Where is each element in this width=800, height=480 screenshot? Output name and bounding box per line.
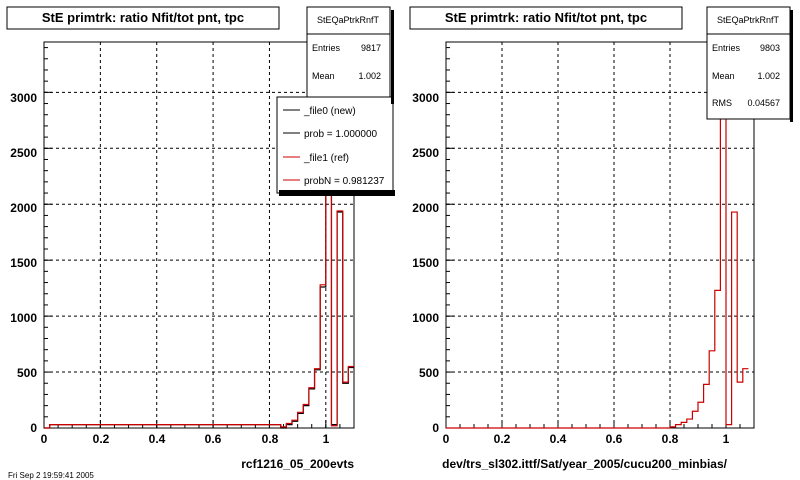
left-xtick-label: 1: [323, 432, 330, 446]
legend-label: prob = 1.000000: [304, 129, 378, 140]
left-xtick-label: 0.2: [93, 432, 110, 446]
right-stats-shadow: [790, 10, 793, 122]
left-stats-name: StEQaPtrkRnfT: [317, 15, 380, 25]
right-stats-mean-label: Mean: [712, 71, 735, 81]
left-ytick-label: 500: [17, 366, 37, 380]
right-xtick-label: 0.6: [606, 432, 623, 446]
right-xtick-label: 0.4: [550, 432, 567, 446]
right-stats-name: StEQaPtrkRnfT: [717, 15, 780, 25]
right-xtick-label: 0.8: [662, 432, 679, 446]
right-stats-entries-label: Entries: [712, 43, 741, 53]
left-ytick-label: 3000: [10, 91, 37, 105]
right-xtick-label: 1: [723, 432, 730, 446]
left-xtick-label: 0: [41, 432, 48, 446]
right-xtick-label: 0.2: [494, 432, 511, 446]
right-ytick-label: 1500: [412, 256, 439, 270]
right-stats-mean-value: 1.002: [757, 71, 780, 81]
left-legend-box: [276, 96, 394, 194]
left-legend-entry: _file0 (new): [283, 106, 356, 117]
left-stats-entries-value: 9817: [361, 43, 381, 53]
right-series-0-histogram: [446, 63, 749, 429]
left-legend-shadow: [279, 190, 395, 196]
right-ytick-label: 0: [432, 421, 439, 435]
left-series-1-histogram: [44, 62, 354, 429]
right-tick-marks: [445, 47, 755, 429]
left-series-group: [44, 62, 354, 429]
left-title-box: [6, 6, 280, 30]
left-ytick-label: 2500: [10, 146, 37, 160]
left-pad: 0 500 1000 1500 2000 2500 3000 0 0.2 0.4…: [6, 6, 395, 471]
left-stats-shadow: [391, 10, 394, 104]
left-legend-entry: prob = 1.000000: [283, 129, 378, 140]
left-ytick-label: 1500: [10, 256, 37, 270]
legend-label: _file0 (new): [303, 106, 356, 117]
right-ytick-label: 2500: [412, 146, 439, 160]
left-xaxis-label: rcf1216_05_200evts: [241, 457, 354, 471]
left-stats-box: [306, 6, 391, 102]
left-xtick-label: 0.4: [149, 432, 166, 446]
legend-label: probN = 0.981237: [304, 176, 385, 187]
left-stats-entries-label: Entries: [312, 43, 341, 53]
right-chart-title: StE primtrk: ratio Nfit/tot pnt, tpc: [445, 10, 647, 25]
right-stats-rms-value: 0.04567: [747, 98, 780, 108]
right-stats-entries-value: 9803: [760, 43, 780, 53]
left-ytick-label: 2000: [10, 201, 37, 215]
right-title-box: [409, 6, 683, 30]
left-ytick-label: 1000: [10, 311, 37, 325]
right-ytick-label: 3000: [412, 91, 439, 105]
legend-label: _file1 (ref): [303, 153, 349, 164]
right-ytick-label: 1000: [412, 311, 439, 325]
right-stats-box: [706, 6, 791, 120]
left-chart-title: StE primtrk: ratio Nfit/tot pnt, tpc: [42, 10, 244, 25]
right-pad: 0 500 1000 1500 2000 2500 3000 0 0.2 0.4…: [409, 6, 793, 471]
right-ytick-label: 500: [419, 366, 439, 380]
right-stats-rms-label: RMS: [712, 98, 732, 108]
right-ytick-label: 2000: [412, 201, 439, 215]
left-stats-mean-label: Mean: [312, 71, 335, 81]
right-xtick-label: 0: [443, 432, 450, 446]
left-legend-entry: _file1 (ref): [283, 153, 349, 164]
left-xtick-label: 0.6: [205, 432, 222, 446]
left-legend-entry: probN = 0.981237: [283, 176, 385, 187]
left-ytick-label: 0: [30, 421, 37, 435]
left-xtick-label: 0.8: [262, 432, 279, 446]
left-stats-mean-value: 1.002: [358, 71, 381, 81]
footer-timestamp: Fri Sep 2 19:59:41 2005: [8, 471, 94, 480]
right-xaxis-label: dev/trs_sl302.ittf/Sat/year_2005/cucu200…: [442, 457, 727, 471]
right-series-group: [446, 63, 749, 429]
